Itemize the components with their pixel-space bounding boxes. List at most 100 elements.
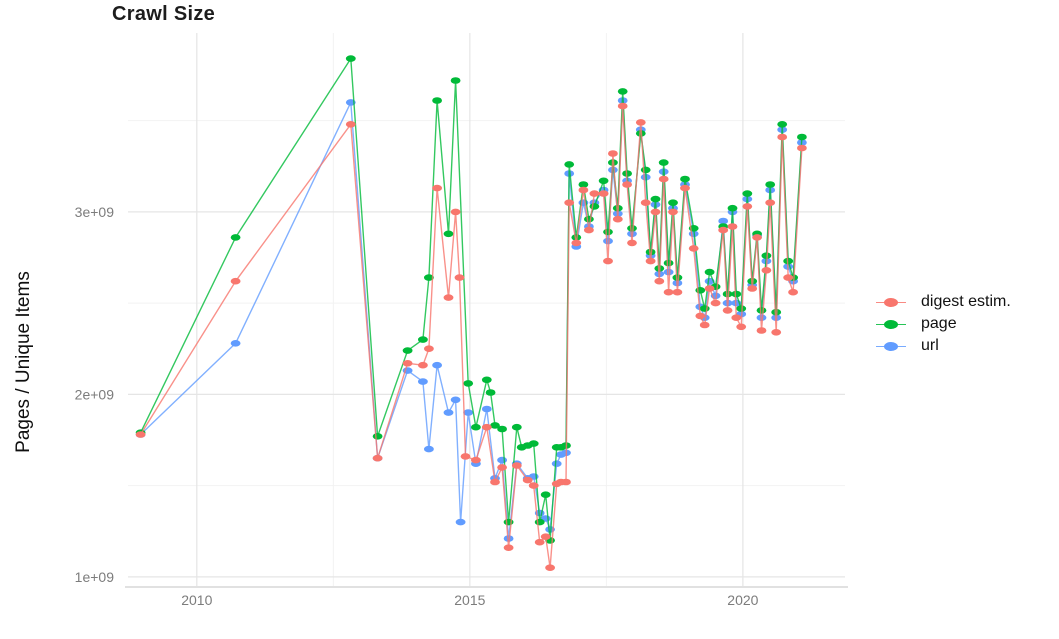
legend-item-page: page — [876, 313, 1011, 335]
data-point-digest-estim- — [688, 245, 699, 252]
data-point-digest-estim- — [443, 294, 454, 301]
data-point-digest-estim- — [522, 476, 533, 484]
data-point-page — [727, 204, 738, 212]
data-point-digest-estim- — [454, 274, 465, 281]
data-point-digest-estim- — [788, 288, 798, 296]
data-point-page — [645, 248, 656, 256]
data-point-page — [704, 268, 715, 276]
data-point-url — [424, 445, 434, 453]
data-point-page — [418, 336, 428, 343]
data-point-page — [345, 55, 356, 62]
data-point-digest-estim- — [450, 208, 461, 216]
data-point-page — [471, 423, 481, 431]
data-point-digest-estim- — [571, 239, 582, 247]
legend-item-digest: digest estim. — [876, 291, 1011, 313]
data-point-digest-estim- — [663, 288, 674, 296]
data-point-digest-estim- — [589, 190, 600, 197]
data-point-digest-estim- — [765, 199, 776, 206]
data-point-digest-estim- — [460, 453, 471, 460]
data-point-page — [756, 307, 767, 314]
y-tick-label: 3e+09 — [75, 204, 115, 220]
data-point-page — [534, 518, 545, 526]
y-tick-label: 1e+09 — [75, 569, 115, 585]
data-point-digest-estim- — [497, 464, 507, 471]
data-point-digest-estim- — [564, 199, 575, 206]
legend-item-label: page — [921, 315, 957, 332]
data-point-digest-estim- — [135, 431, 146, 438]
legend-dot-icon — [884, 320, 898, 329]
data-point-page — [765, 181, 776, 188]
data-point-page — [598, 177, 609, 185]
data-point-url — [443, 409, 454, 416]
data-point-page — [797, 133, 807, 141]
data-point-digest-estim- — [742, 203, 753, 210]
data-point-digest-estim- — [402, 360, 413, 367]
legend-swatch-icon — [876, 313, 906, 335]
data-point-digest-estim- — [608, 150, 618, 157]
data-point-page — [627, 225, 637, 232]
data-point-digest-estim- — [704, 285, 715, 292]
data-point-digest-estim- — [722, 307, 733, 314]
data-point-digest-estim- — [771, 329, 782, 336]
data-point-digest-estim- — [612, 215, 623, 223]
data-point-page — [742, 190, 753, 197]
legend-dot-icon — [884, 342, 898, 351]
data-point-page — [736, 305, 747, 312]
data-point-digest-estim- — [718, 226, 729, 234]
data-point-page — [578, 181, 589, 188]
data-point-url — [603, 237, 613, 245]
data-point-digest-estim- — [752, 234, 762, 241]
data-point-digest-estim- — [668, 208, 678, 216]
data-point-page — [722, 290, 733, 298]
data-point-digest-estim- — [695, 312, 706, 320]
data-point-page — [680, 175, 690, 183]
legend-item-label: url — [921, 337, 939, 354]
data-point-page — [443, 230, 454, 238]
data-point-digest-estim- — [777, 133, 788, 141]
data-point-digest-estim- — [471, 456, 481, 464]
data-point-digest-estim- — [503, 544, 514, 551]
data-point-url — [230, 340, 241, 347]
data-point-url — [463, 409, 474, 416]
data-point-digest-estim- — [658, 175, 669, 183]
data-point-url — [418, 378, 428, 385]
data-point-page — [490, 422, 500, 429]
chart-title: Crawl Size — [112, 3, 216, 25]
data-point-url — [503, 535, 514, 542]
data-point-page — [497, 425, 507, 433]
data-point-digest-estim- — [736, 323, 747, 331]
legend-swatch-icon — [876, 291, 906, 313]
data-point-page — [584, 215, 594, 223]
data-point-digest-estim- — [617, 102, 628, 110]
data-point-digest-estim- — [635, 119, 646, 126]
data-point-digest-estim- — [432, 184, 442, 192]
data-point-page — [571, 234, 582, 241]
data-point-page — [589, 203, 600, 210]
data-point-digest-estim- — [584, 226, 594, 234]
data-point-digest-estim- — [627, 239, 637, 247]
data-point-digest-estim- — [372, 454, 383, 462]
data-point-digest-estim- — [230, 277, 241, 285]
data-point-page — [564, 161, 575, 168]
data-point-digest-estim- — [756, 327, 767, 334]
data-point-page — [668, 199, 678, 206]
legend-item-url: url — [876, 335, 1011, 357]
data-point-digest-estim- — [578, 186, 589, 194]
data-point-digest-estim- — [731, 314, 742, 322]
legend-item-label: digest estim. — [921, 293, 1011, 310]
data-point-digest-estim- — [699, 321, 710, 329]
x-tick-label: 2010 — [181, 592, 212, 608]
data-point-digest-estim- — [797, 144, 807, 152]
legend: digest estim. page url — [876, 291, 1011, 357]
data-point-digest-estim- — [783, 274, 794, 281]
data-point-url — [551, 460, 562, 468]
data-point-page — [731, 290, 742, 298]
data-point-page — [699, 305, 710, 312]
data-point-digest-estim- — [345, 121, 356, 128]
data-point-digest-estim- — [424, 345, 434, 353]
y-tick-label: 2e+09 — [75, 386, 115, 402]
data-point-digest-estim- — [540, 533, 551, 540]
data-point-page — [603, 228, 613, 236]
